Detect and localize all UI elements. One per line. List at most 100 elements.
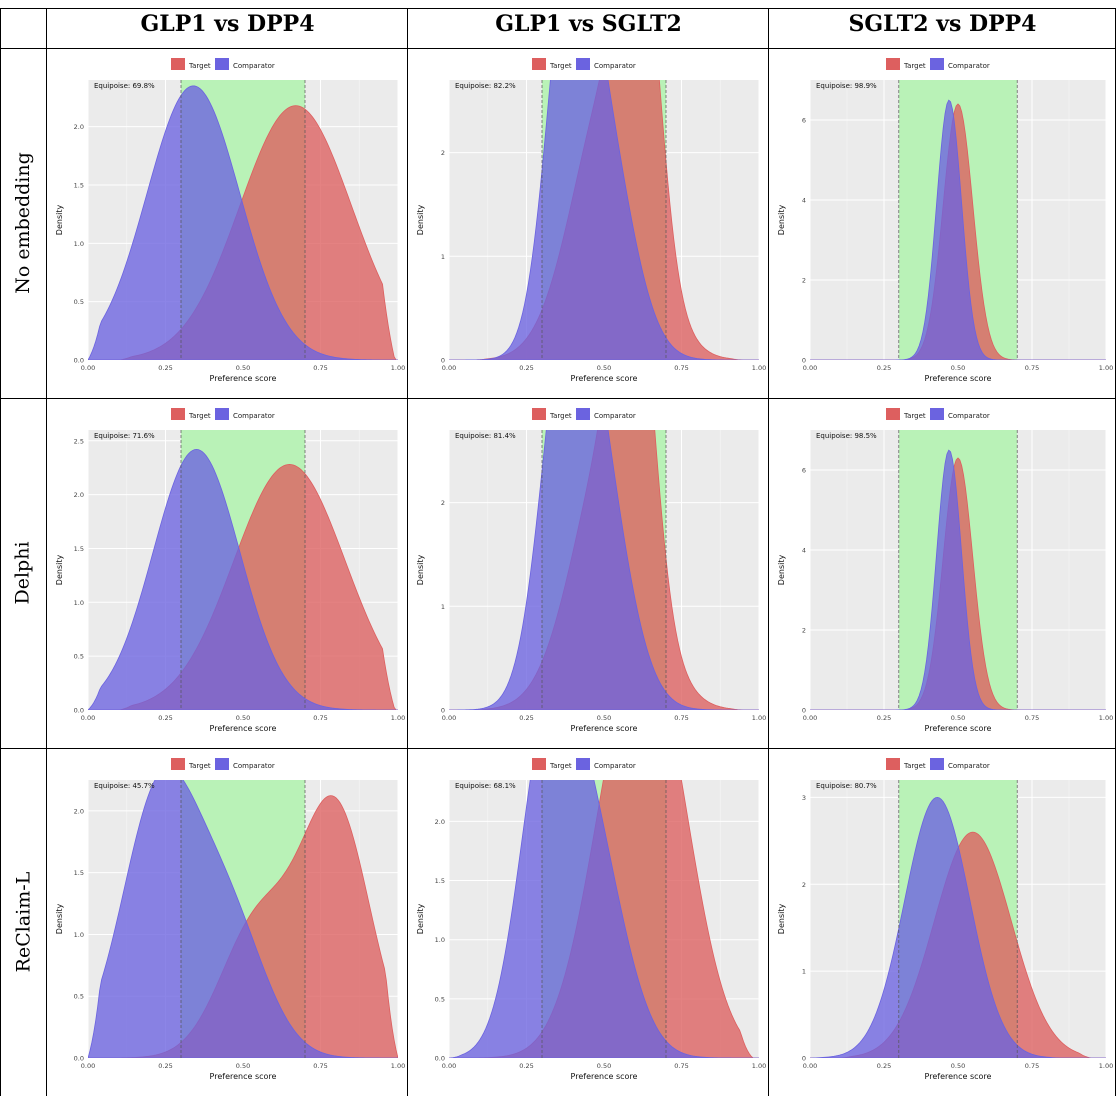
- legend: Target Comparator: [886, 408, 990, 420]
- x-tick-label: 1.00: [1099, 1062, 1113, 1070]
- y-axis-label: Density: [777, 205, 786, 236]
- y-tick-label: 1.0: [74, 240, 84, 248]
- legend-swatch-comparator: [576, 58, 590, 70]
- y-tick-label: 2.0: [74, 807, 84, 815]
- x-tick-label: 0.75: [674, 364, 688, 372]
- x-tick-label: 0.00: [442, 714, 456, 722]
- legend-label-target: Target: [188, 412, 211, 420]
- y-tick-label: 0.5: [74, 993, 84, 1001]
- legend-label-target: Target: [549, 412, 572, 420]
- y-tick-label: 0.5: [435, 995, 445, 1003]
- legend-swatch-comparator: [215, 408, 229, 420]
- x-tick-label: 0.00: [442, 1062, 456, 1070]
- density-plot-r2-c2: Target Comparator 0 1 2 0.00 0.25 0.50 0.75 1.00 E…: [416, 408, 766, 733]
- x-axis-label: Preference score: [925, 1072, 992, 1081]
- legend: Target Comparator: [886, 58, 990, 70]
- x-tick-label: 1.00: [752, 364, 766, 372]
- equipoise-annotation: Equipoise: 69.8%: [94, 82, 155, 90]
- row-header-2: Delphi: [12, 541, 34, 605]
- x-tick-label: 0.00: [803, 714, 817, 722]
- y-tick-label: 6: [802, 117, 806, 125]
- equipoise-annotation: Equipoise: 71.6%: [94, 432, 155, 440]
- equipoise-annotation: Equipoise: 98.9%: [816, 82, 877, 90]
- y-tick-label: 4: [802, 197, 806, 205]
- column-header-3: SGLT2 vs DPP4: [848, 11, 1037, 37]
- y-tick-label: 0: [441, 707, 445, 715]
- legend-swatch-target: [886, 758, 900, 770]
- equipoise-annotation: Equipoise: 98.5%: [816, 432, 877, 440]
- x-tick-label: 0.75: [313, 714, 327, 722]
- x-axis-label: Preference score: [210, 374, 277, 383]
- row-header-3: ReClaim-L: [12, 871, 34, 973]
- y-tick-label: 2.5: [74, 437, 84, 445]
- y-tick-label: 1: [802, 968, 806, 976]
- column-header-1: GLP1 vs DPP4: [140, 11, 315, 37]
- legend-swatch-target: [532, 408, 546, 420]
- legend-swatch-comparator: [215, 58, 229, 70]
- density-area-comparator: [810, 99, 1106, 360]
- x-tick-label: 0.50: [597, 714, 611, 722]
- y-axis-label: Density: [777, 904, 786, 935]
- x-tick-label: 1.00: [1099, 714, 1113, 722]
- y-tick-label: 0.5: [74, 298, 84, 306]
- x-tick-label: 0.50: [951, 714, 965, 722]
- x-tick-label: 0.75: [313, 1062, 327, 1070]
- density-area-comparator: [449, 80, 759, 360]
- legend-swatch-target: [532, 58, 546, 70]
- y-tick-label: 0.0: [435, 1055, 445, 1063]
- x-tick-label: 0.00: [442, 364, 456, 372]
- y-tick-label: 0: [802, 1055, 806, 1063]
- equipoise-annotation: Equipoise: 81.4%: [455, 432, 516, 440]
- grid-line-top: [0, 8, 1116, 9]
- x-tick-label: 0.25: [877, 714, 891, 722]
- x-tick-label: 0.50: [236, 714, 250, 722]
- x-tick-label: 0.50: [236, 1062, 250, 1070]
- y-axis-label: Density: [416, 904, 425, 935]
- x-axis-label: Preference score: [925, 724, 992, 733]
- row-header-1: No embedding: [12, 152, 35, 294]
- legend-label-comparator: Comparator: [594, 62, 636, 70]
- legend: Target Comparator: [532, 58, 636, 70]
- y-axis-label: Density: [55, 904, 64, 935]
- x-tick-label: 0.00: [803, 364, 817, 372]
- grid-line-label-col: [46, 8, 47, 1096]
- grid-line-col-2: [768, 8, 769, 1096]
- legend-swatch-target: [171, 58, 185, 70]
- density-plot-r1-c2: Target Comparator 0 1 2 0.00 0.25 0.50 0.75 1.00 E…: [416, 58, 766, 383]
- y-tick-label: 2.0: [435, 818, 445, 826]
- x-tick-label: 0.25: [158, 714, 172, 722]
- y-axis-label: Density: [55, 555, 64, 586]
- legend: Target Comparator: [532, 408, 636, 420]
- x-axis-label: Preference score: [571, 1072, 638, 1081]
- y-tick-label: 0.5: [74, 653, 84, 661]
- legend-label-comparator: Comparator: [233, 412, 275, 420]
- legend-label-comparator: Comparator: [948, 762, 990, 770]
- y-tick-label: 0: [802, 707, 806, 715]
- x-tick-label: 1.00: [391, 1062, 405, 1070]
- density-plot-r3-c3: Target Comparator 0 1 2 3 0.00 0.25 0.50 0.75 1.00…: [777, 758, 1113, 1081]
- y-tick-label: 2: [802, 277, 806, 285]
- x-tick-label: 0.25: [519, 1062, 533, 1070]
- legend: Target Comparator: [171, 408, 275, 420]
- x-tick-label: 1.00: [752, 714, 766, 722]
- y-tick-label: 1: [441, 253, 445, 261]
- x-tick-label: 0.75: [674, 714, 688, 722]
- x-tick-label: 0.75: [674, 1062, 688, 1070]
- equipoise-annotation: Equipoise: 82.2%: [455, 82, 516, 90]
- equipoise-annotation: Equipoise: 68.1%: [455, 782, 516, 790]
- density-area-comparator: [810, 449, 1106, 710]
- y-axis-label: Density: [416, 205, 425, 236]
- density-plot-r2-c3: Target Comparator 0 2 4 6 0.00 0.25 0.50 0.75 1.00…: [777, 408, 1113, 733]
- density-area-comparator: [810, 796, 1106, 1058]
- legend-label-target: Target: [549, 762, 572, 770]
- x-tick-label: 0.50: [597, 1062, 611, 1070]
- legend-swatch-target: [171, 408, 185, 420]
- grid-line-row-2: [0, 748, 1116, 749]
- x-tick-label: 0.00: [803, 1062, 817, 1070]
- x-axis-label: Preference score: [210, 724, 277, 733]
- y-tick-label: 1.5: [74, 182, 84, 190]
- x-tick-label: 0.25: [877, 364, 891, 372]
- density-area-comparator: [449, 430, 759, 710]
- y-tick-label: 2.0: [74, 491, 84, 499]
